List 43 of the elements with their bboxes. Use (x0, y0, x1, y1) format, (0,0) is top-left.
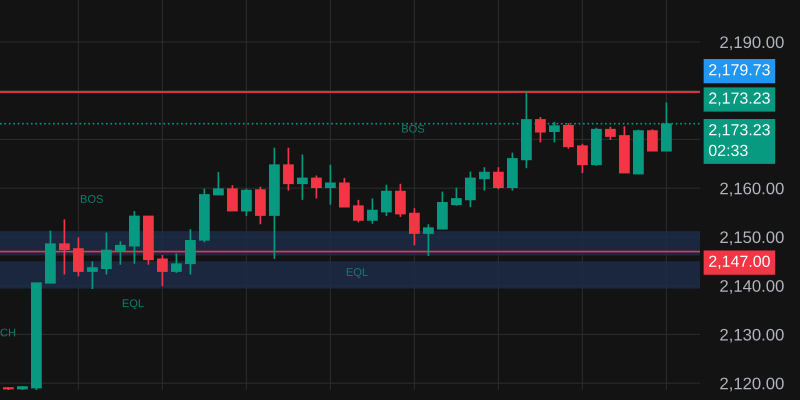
text: 2,173.23 (709, 92, 770, 106)
candlestick (479, 166, 490, 192)
candlestick (451, 186, 462, 207)
candlestick (395, 182, 406, 218)
y-tick-label: 2,190.00 (720, 36, 784, 50)
annotation: BOS (80, 194, 103, 203)
candlestick (647, 128, 658, 152)
annotation: EQL (122, 299, 144, 310)
candlestick (157, 254, 168, 287)
ref-line-label: 2,179.73 (709, 64, 770, 78)
y-tick-label: 2,130.00 (720, 328, 784, 343)
candlestick (311, 174, 322, 200)
y-tick-label: 2,160.00 (720, 182, 784, 196)
candlestick (87, 260, 98, 290)
candlestick (297, 154, 308, 201)
candlestick (101, 232, 112, 276)
candlestick (577, 142, 588, 174)
ref-line-label: 2,147.00 (709, 256, 770, 269)
candlestick (241, 188, 252, 217)
candlestick (325, 164, 336, 206)
annotation: EQL (346, 268, 368, 278)
y-tick-label: 2,140.00 (720, 280, 784, 294)
candlestick (563, 122, 574, 150)
candlestick (381, 184, 392, 217)
candlestick (535, 116, 546, 144)
y-tick-label: 2,120.00 (720, 378, 784, 392)
candlestick (185, 228, 196, 276)
annotation: BOS (402, 124, 424, 133)
candlestick (409, 207, 420, 246)
candlestick (115, 240, 126, 266)
annotation: CH (0, 328, 16, 336)
candlestick (213, 171, 224, 196)
candlestick (353, 199, 364, 224)
candlestick (227, 184, 238, 212)
legend-label: 2,173.23 02:33 (708, 124, 770, 156)
candlestick (283, 146, 294, 192)
candlestick (423, 223, 434, 257)
candlestick (367, 198, 378, 225)
candlestick (605, 126, 616, 141)
candlestick (171, 252, 182, 274)
y-tick-label: 2,150.00 (720, 231, 784, 246)
candlestick (493, 166, 504, 190)
candlestick (465, 170, 476, 208)
